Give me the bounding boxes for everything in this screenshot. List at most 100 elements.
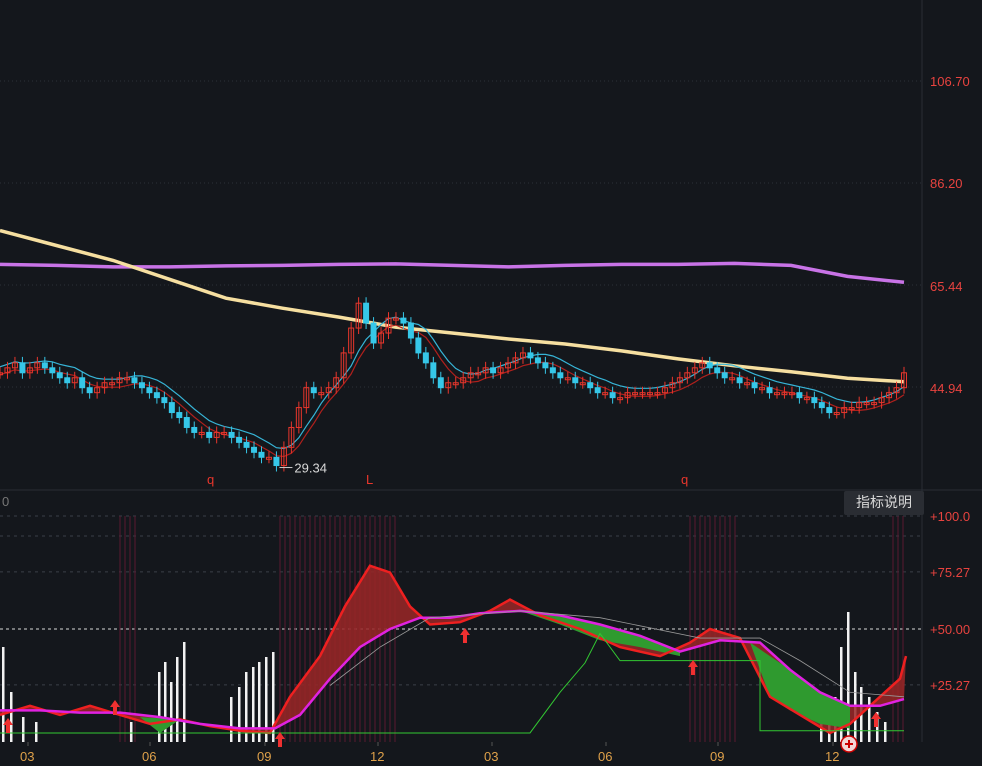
volume-bar bbox=[158, 672, 161, 742]
candle-body bbox=[886, 392, 893, 399]
candle-body bbox=[437, 377, 444, 389]
volume-bar bbox=[820, 722, 823, 742]
candle-body bbox=[385, 317, 392, 334]
candle-body bbox=[56, 372, 63, 379]
indicator-axis-label: +100.0 bbox=[930, 509, 970, 524]
indicator-axis-label: +25.27 bbox=[930, 678, 970, 693]
candle-body bbox=[191, 426, 198, 433]
candle-body bbox=[213, 431, 220, 438]
candle-body bbox=[153, 392, 160, 399]
candle-body bbox=[183, 417, 190, 428]
candle-body bbox=[273, 456, 280, 467]
candle-body bbox=[639, 392, 646, 396]
candle-body bbox=[34, 362, 41, 369]
candle-body bbox=[161, 397, 168, 404]
volume-bar bbox=[868, 697, 871, 742]
candle-body bbox=[632, 392, 639, 396]
indicator-axis-label: +50.00 bbox=[930, 622, 970, 637]
candle-body bbox=[594, 387, 601, 394]
candle-body bbox=[848, 407, 855, 411]
candle-body bbox=[878, 397, 885, 404]
time-axis-label: 06 bbox=[142, 749, 156, 764]
candle-body bbox=[430, 362, 437, 379]
volume-bar bbox=[170, 682, 173, 742]
candle-body bbox=[206, 431, 213, 438]
candle-body bbox=[26, 367, 33, 374]
volume-bar bbox=[884, 722, 887, 742]
candle-body bbox=[318, 392, 325, 396]
candle-body bbox=[572, 377, 579, 384]
candle-body bbox=[467, 372, 474, 379]
indicator-red-fill bbox=[0, 565, 906, 733]
candle-body bbox=[856, 402, 863, 409]
candle-body bbox=[661, 387, 668, 394]
candle-body bbox=[564, 377, 571, 381]
buy-arrow-icon bbox=[3, 718, 13, 733]
candle-body bbox=[699, 362, 706, 369]
candle-body bbox=[94, 387, 101, 394]
candle-body bbox=[788, 392, 795, 396]
buy-arrow-icon bbox=[871, 712, 881, 727]
candle-body bbox=[587, 382, 594, 389]
candle-body bbox=[131, 377, 138, 384]
candle-body bbox=[676, 377, 683, 384]
volume-bar bbox=[22, 717, 25, 742]
candle-body bbox=[221, 431, 228, 435]
candle-body bbox=[407, 322, 414, 339]
signal-mark: q bbox=[681, 472, 688, 487]
candle-body bbox=[0, 372, 3, 376]
candle-body bbox=[11, 362, 18, 369]
candle-body bbox=[355, 302, 362, 329]
candle-body bbox=[803, 397, 810, 401]
candle-body bbox=[773, 392, 780, 396]
candle-body bbox=[310, 387, 317, 394]
volume-bar bbox=[2, 647, 5, 742]
candle-body bbox=[766, 387, 773, 394]
candle-body bbox=[79, 377, 86, 389]
candle-body bbox=[729, 377, 736, 381]
volume-bar bbox=[10, 692, 13, 742]
indicator-help-button[interactable]: 指标说明 bbox=[844, 491, 924, 515]
candle-body bbox=[557, 372, 564, 379]
candle-body bbox=[818, 402, 825, 409]
candle-body bbox=[415, 337, 422, 354]
candle-body bbox=[721, 372, 728, 379]
price-axis-label: 86.20 bbox=[930, 176, 963, 191]
volume-bar bbox=[258, 662, 261, 742]
candle-body bbox=[176, 412, 183, 419]
candle-body bbox=[534, 357, 541, 364]
candle-body bbox=[41, 362, 48, 369]
candle-body bbox=[579, 382, 586, 386]
volume-bar bbox=[840, 647, 843, 742]
candle-body bbox=[460, 377, 467, 384]
candle-body bbox=[714, 367, 721, 374]
candle-body bbox=[512, 357, 519, 364]
candle-body bbox=[901, 372, 907, 389]
candle-body bbox=[138, 382, 145, 389]
candle-body bbox=[863, 402, 870, 406]
candle-body bbox=[86, 387, 93, 394]
signal-mark: q bbox=[207, 472, 214, 487]
ma-long-line bbox=[0, 228, 905, 384]
candle-body bbox=[609, 392, 616, 399]
candle-body bbox=[475, 372, 482, 376]
candle-body bbox=[422, 352, 429, 364]
signal-mark: L bbox=[366, 472, 373, 487]
candle-body bbox=[781, 392, 788, 396]
time-axis-label: 12 bbox=[370, 749, 384, 764]
candle-body bbox=[669, 382, 676, 389]
candle-body bbox=[684, 372, 691, 379]
indicator-magenta-line bbox=[0, 609, 905, 730]
volume-bar bbox=[245, 672, 248, 742]
candle-body bbox=[490, 367, 497, 374]
candle-body bbox=[4, 367, 11, 374]
price-axis-label: 65.44 bbox=[930, 279, 963, 294]
candle-body bbox=[392, 317, 399, 321]
candle-body bbox=[303, 387, 310, 409]
candle-body bbox=[654, 392, 661, 396]
candle-body bbox=[363, 302, 370, 324]
candle-body bbox=[64, 377, 71, 384]
candle-body bbox=[243, 441, 250, 448]
candle-body bbox=[833, 412, 840, 416]
